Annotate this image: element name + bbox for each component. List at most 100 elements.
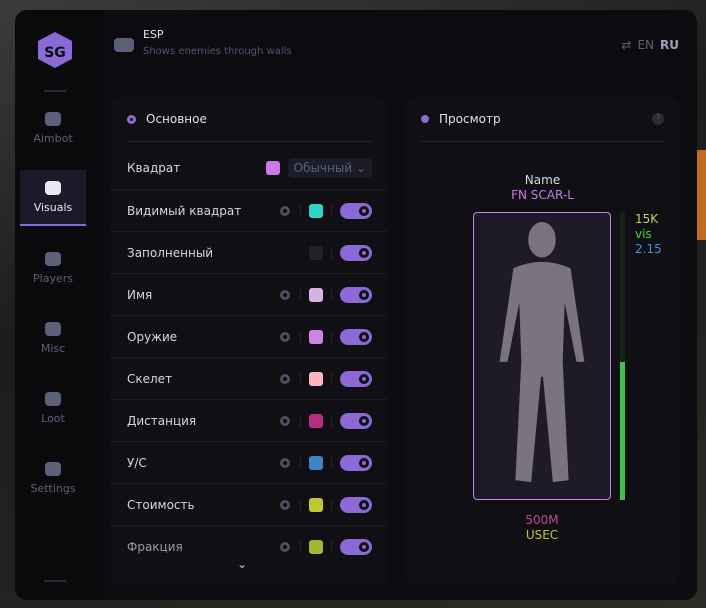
setting-row: У/С [111,441,388,483]
divider [331,372,332,385]
setting-row: Квадрат Обычный ⌄ [111,147,388,189]
setting-label: Фракция [127,539,183,554]
setting-row: Фракция [111,525,388,567]
help-icon[interactable]: ? [652,113,664,125]
setting-label: Оружие [127,329,178,344]
sidebar-item-label: Misc [40,341,66,355]
toggle-switch[interactable] [340,454,372,471]
health-bar [620,212,625,500]
setting-label: Имя [127,287,153,302]
logo-icon: SG [38,32,72,68]
health-bar-fill [620,361,625,500]
divider [300,414,301,427]
preview-name-label: Name [524,173,561,187]
setting-row: Оружие [111,315,388,357]
setting-label: У/С [127,455,147,470]
gear-icon[interactable] [280,541,290,552]
body-figure [499,221,585,483]
page-subtitle: Shows enemies through walls [143,46,292,57]
loot-icon [45,391,61,406]
vr-goggles-icon [114,38,134,52]
preview-visibility: vis [635,227,652,241]
divider [300,456,301,469]
divider [127,141,372,142]
misc-icon [45,321,61,336]
app-window: SG Aimbot Visuals Players Misc Loot Settings … [15,10,697,600]
page-title: ESP [143,28,164,41]
divider [44,90,66,92]
sidebar-item-visuals[interactable]: Visuals [20,170,86,226]
setting-row: Стоимость [111,483,388,525]
setting-label: Стоимость [127,497,195,512]
color-swatch[interactable] [309,245,323,260]
toggle-switch[interactable] [340,202,372,219]
toggle-switch[interactable] [340,370,372,387]
preview-faction: USEC [525,528,559,542]
toggle-switch[interactable] [340,412,372,429]
svg-text:SG: SG [44,45,66,61]
preview-card: Просмотр ? Name FN SCAR-L 15K vis 2.15 5… [405,97,680,585]
color-swatch[interactable] [309,497,323,512]
divider [331,540,332,553]
language-switcher: ⇄ EN RU [621,38,679,52]
gear-icon [127,114,136,124]
divider [331,414,332,427]
aimbot-icon [45,111,61,126]
dropdown-value: Обычный [293,161,353,175]
divider [300,498,301,511]
sidebar-item-settings[interactable]: Settings [20,450,86,506]
gear-icon[interactable] [280,205,290,216]
gear-icon[interactable] [280,457,290,468]
toggle-switch[interactable] [340,496,372,513]
lang-en[interactable]: EN [637,38,655,52]
gear-icon[interactable] [280,499,290,510]
divider [331,330,332,343]
sidebar-item-aimbot[interactable]: Aimbot [20,100,86,156]
background-game [696,150,706,240]
gear-icon[interactable] [280,373,290,384]
color-swatch[interactable] [309,287,323,302]
color-swatch[interactable] [309,371,323,386]
gear-icon[interactable] [280,415,290,426]
sidebar-item-players[interactable]: Players [20,240,86,296]
divider [331,204,332,217]
main-settings-card: Основное Квадрат Обычный ⌄ Видимый квадрат… [111,97,388,585]
color-swatch[interactable] [309,539,323,554]
settings-icon [45,461,61,476]
divider [331,456,332,469]
eye-icon [421,115,429,123]
sidebar-item-misc[interactable]: Misc [20,310,86,366]
sidebar-item-label: Visuals [33,200,73,214]
card-title: Основное [146,112,207,126]
sidebar-item-label: Players [33,271,73,285]
gear-icon[interactable] [280,331,290,342]
lang-ru[interactable]: RU [660,38,679,52]
card-title: Просмотр [439,112,501,126]
setting-label: Заполненный [127,245,214,260]
toggle-switch[interactable] [340,328,372,345]
preview-value: 15K [635,212,659,226]
toggle-switch[interactable] [340,538,372,555]
preview-kd: 2.15 [635,242,662,256]
divider [300,330,301,343]
gear-icon[interactable] [280,289,290,300]
color-swatch[interactable] [265,161,280,175]
sidebar-item-loot[interactable]: Loot [20,380,86,436]
setting-label: Видимый квадрат [127,203,242,218]
toggle-switch[interactable] [340,244,372,261]
setting-row: Заполненный [111,231,388,273]
player-model [473,212,611,500]
color-swatch[interactable] [309,329,323,344]
scroll-down-chevron-icon[interactable]: ⌄ [237,557,248,571]
setting-label: Дистанция [127,413,197,428]
setting-row: Дистанция [111,399,388,441]
color-swatch[interactable] [309,203,323,218]
translate-icon: ⇄ [621,38,632,52]
players-icon [45,251,61,266]
style-dropdown[interactable]: Обычный ⌄ [287,158,372,178]
toggle-switch[interactable] [340,286,372,303]
color-swatch[interactable] [309,455,323,470]
divider [44,580,66,582]
color-swatch[interactable] [309,413,323,428]
setting-label: Квадрат [127,161,181,175]
